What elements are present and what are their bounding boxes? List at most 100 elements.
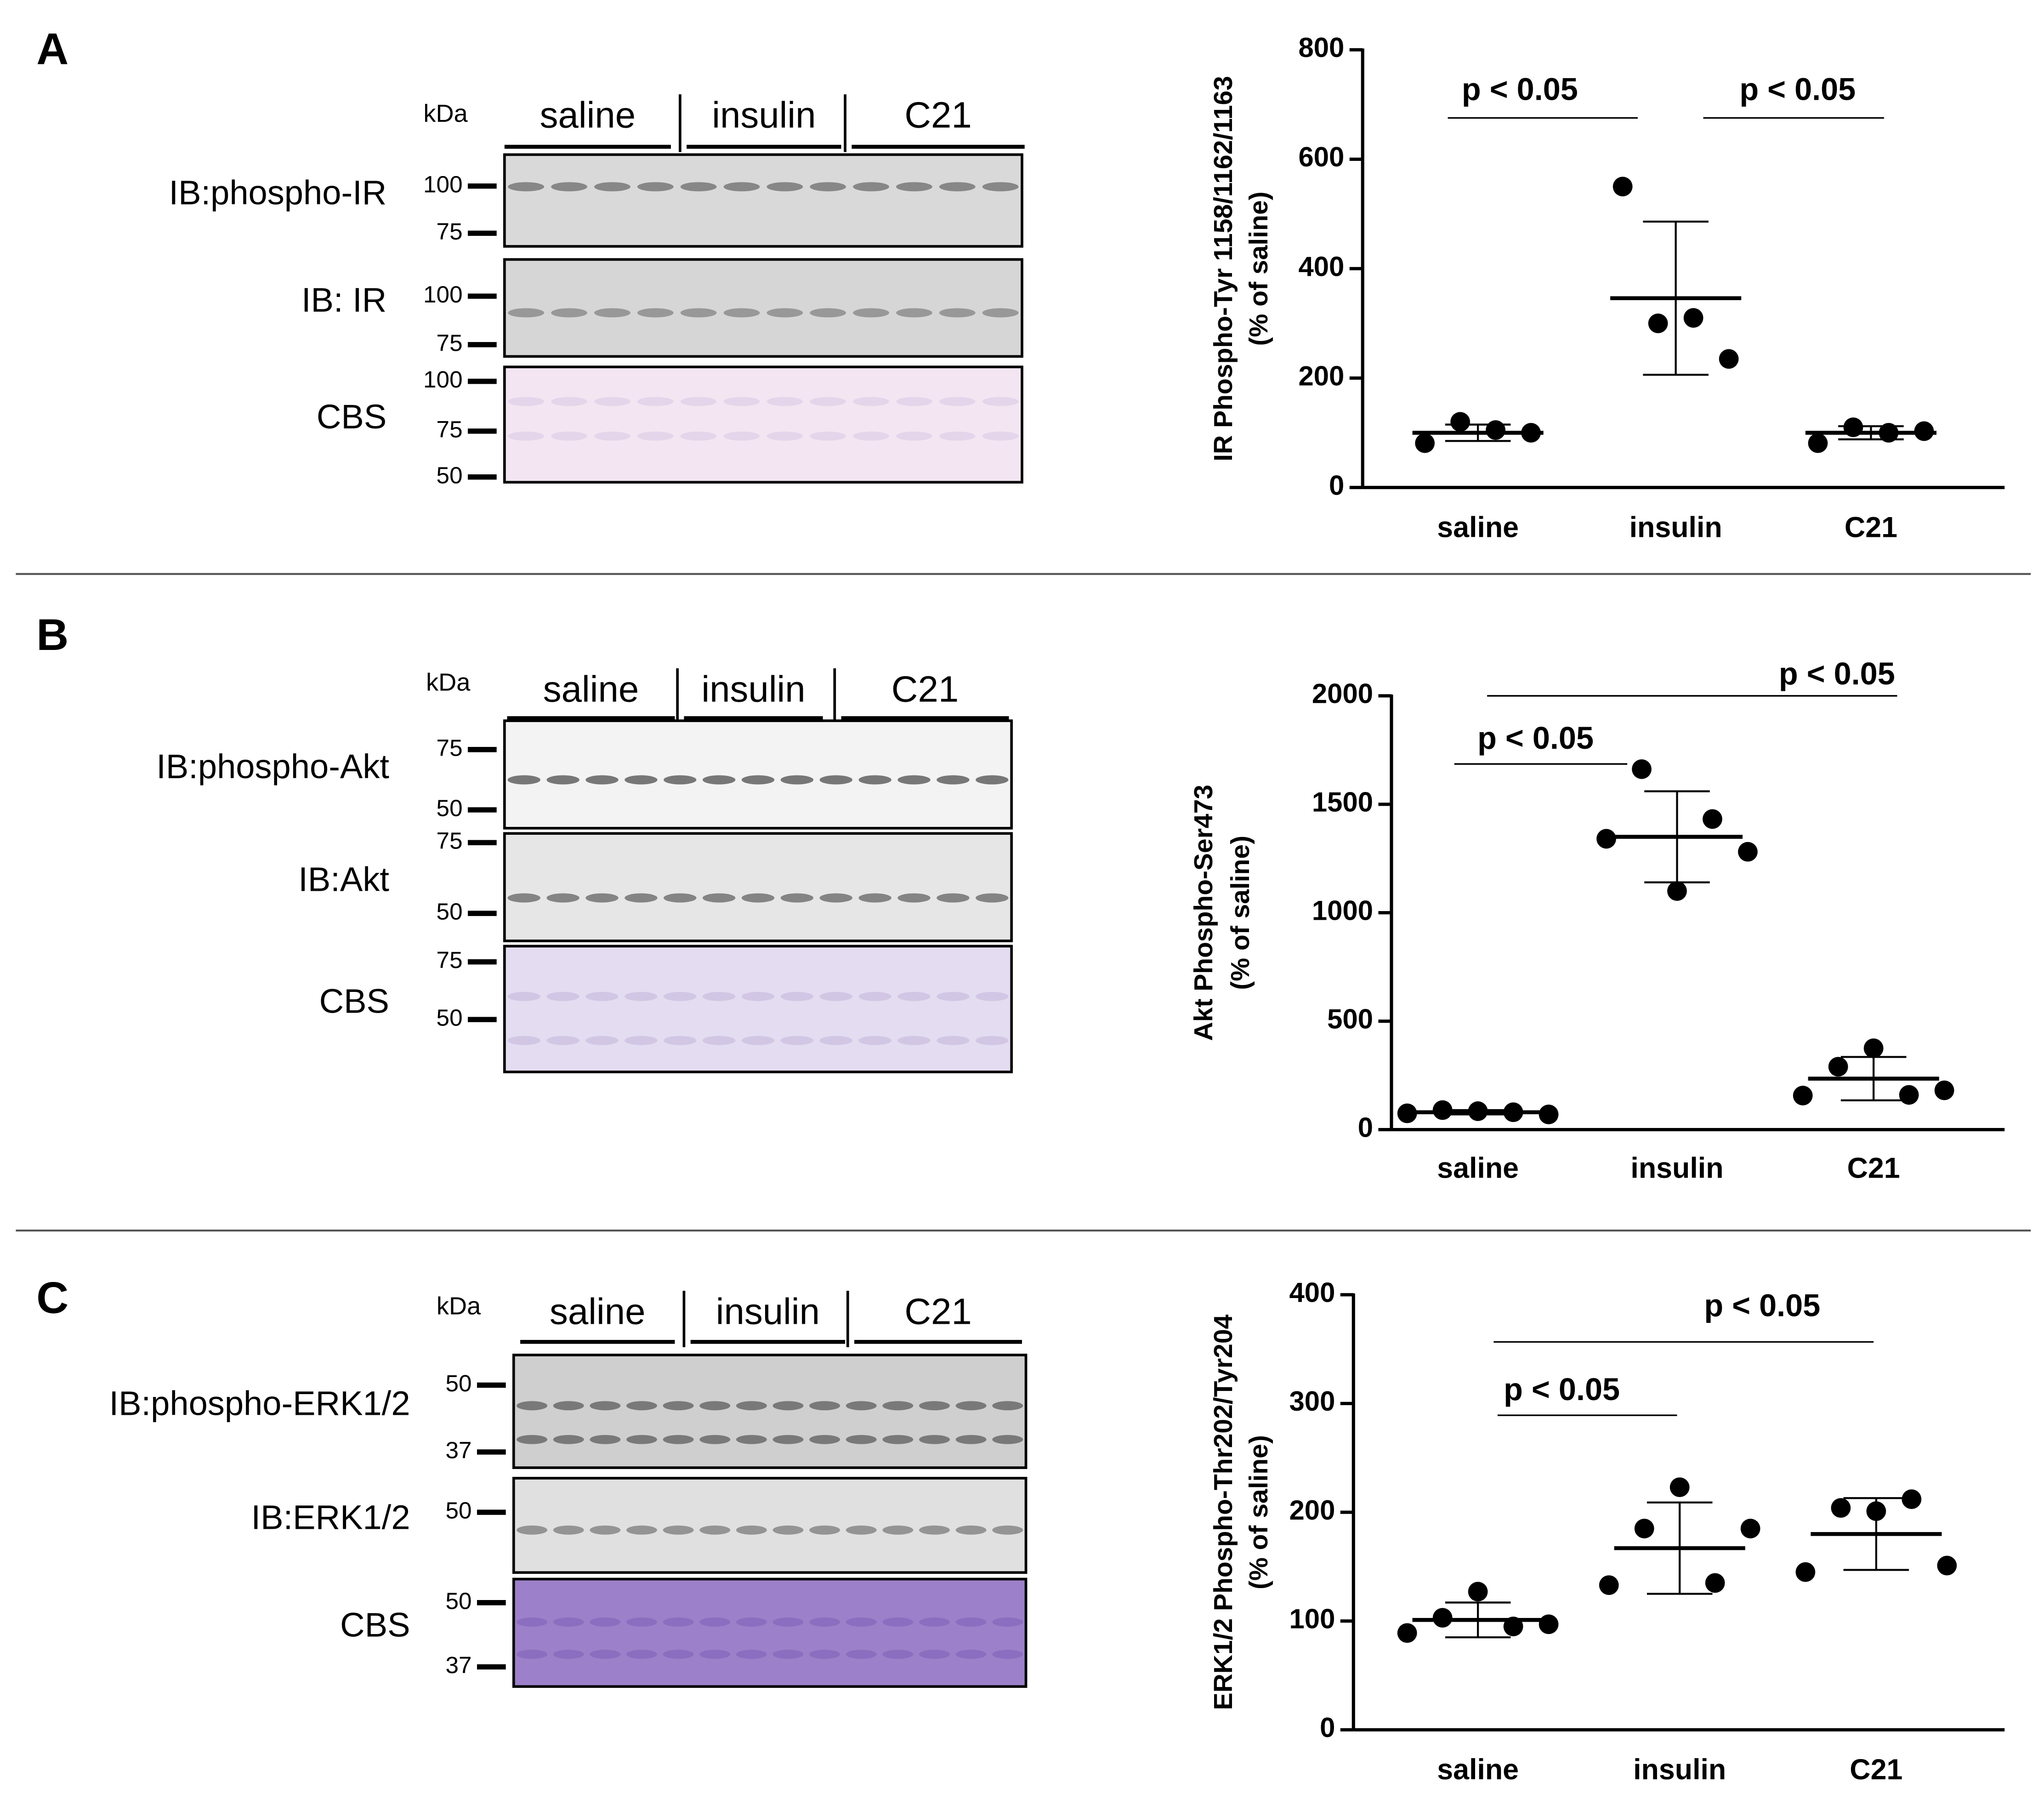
blot-band: [553, 1525, 584, 1535]
blot-band: [937, 893, 970, 903]
blot-band: [585, 991, 619, 1001]
marker-label: 50: [437, 462, 463, 488]
y-tick-label: 200: [1298, 360, 1344, 391]
blot-band: [625, 991, 658, 1001]
data-point: [1793, 1086, 1813, 1105]
data-point: [1596, 829, 1616, 849]
blot-band: [680, 397, 717, 406]
row-label: IB:phospho-ERK1/2: [109, 1384, 410, 1423]
blot-band: [780, 775, 814, 785]
blot-band: [637, 431, 674, 441]
y-tick-label: 500: [1327, 1003, 1373, 1034]
blot-band: [664, 893, 697, 903]
blot-band: [585, 893, 619, 903]
data-point: [1397, 1103, 1417, 1123]
blot-band: [992, 1435, 1023, 1444]
marker-label: 75: [437, 947, 463, 973]
blot-band: [517, 1401, 548, 1411]
significance-label: p < 0.05: [1504, 1372, 1620, 1407]
blot-band: [955, 1435, 987, 1444]
data-point: [1683, 308, 1703, 328]
blot-band: [882, 1401, 914, 1411]
group-label: saline: [550, 1291, 646, 1332]
blot-image: [512, 1578, 1028, 1688]
significance-label: p < 0.05: [1462, 72, 1578, 107]
blot-band: [703, 893, 736, 903]
blot-band: [772, 1435, 804, 1444]
blot-band: [919, 1650, 950, 1659]
blot-band: [585, 775, 619, 785]
data-point: [1808, 433, 1828, 453]
blot-band: [882, 1617, 914, 1627]
y-tick-label: 1500: [1312, 787, 1373, 818]
blot-image: [503, 719, 1013, 830]
blot-band: [703, 775, 736, 785]
blot-band: [741, 893, 775, 903]
blot-band: [937, 1036, 970, 1045]
group-label: C21: [891, 668, 959, 709]
blot-band: [992, 1617, 1023, 1627]
blot-band: [897, 893, 931, 903]
blot-band: [664, 991, 697, 1001]
blot-band: [663, 1525, 694, 1535]
group-label: insulin: [701, 668, 805, 709]
blot-image: [503, 832, 1013, 942]
blot-band: [939, 431, 976, 441]
group-label: C21: [904, 1291, 971, 1332]
blot-band: [772, 1525, 804, 1535]
blot-band: [508, 397, 545, 406]
x-tick-label: saline: [1437, 1754, 1519, 1786]
y-tick-label: 400: [1289, 1277, 1335, 1308]
panel-letter: C: [36, 1273, 68, 1323]
blot-band: [637, 182, 674, 192]
y-tick-label: 600: [1298, 142, 1344, 172]
significance-label: p < 0.05: [1704, 1288, 1820, 1323]
data-point: [1719, 349, 1739, 369]
blot-band: [846, 1617, 877, 1627]
y-axis-title: (% of saline): [1244, 1435, 1273, 1589]
blot-band: [625, 893, 658, 903]
blot-band: [897, 775, 931, 785]
x-tick-label: C21: [1845, 511, 1897, 543]
marker-label: 50: [446, 1588, 472, 1614]
row-label: IB:phospho-Akt: [156, 747, 389, 786]
blot-band: [699, 1617, 731, 1627]
blot-band: [637, 308, 674, 318]
blot-band: [992, 1650, 1023, 1659]
marker-label: 75: [437, 416, 463, 443]
y-tick-label: 200: [1289, 1495, 1335, 1526]
blot-band: [551, 431, 588, 441]
blot-band: [853, 308, 889, 318]
blot-band: [766, 397, 803, 406]
marker-label: 100: [423, 366, 463, 393]
blot-image: [512, 1477, 1028, 1574]
blot-band: [780, 991, 814, 1001]
blot-band: [626, 1401, 657, 1411]
kda-label: kDa: [426, 669, 471, 696]
blot-band: [546, 893, 579, 903]
blot-band: [809, 1401, 840, 1411]
blot-band: [809, 1617, 840, 1627]
blot-band: [810, 182, 846, 192]
blot-band: [896, 431, 932, 441]
blot-band: [809, 1435, 840, 1444]
data-point: [1415, 433, 1435, 453]
blot-band: [551, 397, 588, 406]
marker-label: 75: [437, 330, 463, 356]
y-axis-title: ERK1/2 Phospho-Thr202/Tyr204: [1209, 1314, 1238, 1710]
blot-band: [853, 431, 889, 441]
blot-band: [741, 775, 775, 785]
marker-label: 75: [437, 735, 463, 761]
blot-band: [741, 991, 775, 1001]
blot-band: [594, 308, 630, 318]
blot-band: [699, 1401, 731, 1411]
blot-band: [626, 1650, 657, 1659]
blot-band: [809, 1525, 840, 1535]
blot-band: [810, 308, 846, 318]
data-point: [1599, 1575, 1619, 1595]
data-point: [1632, 759, 1652, 779]
y-tick-label: 400: [1298, 251, 1344, 282]
blot-band: [819, 775, 852, 785]
blot-band: [853, 182, 889, 192]
data-point: [1634, 1519, 1654, 1538]
